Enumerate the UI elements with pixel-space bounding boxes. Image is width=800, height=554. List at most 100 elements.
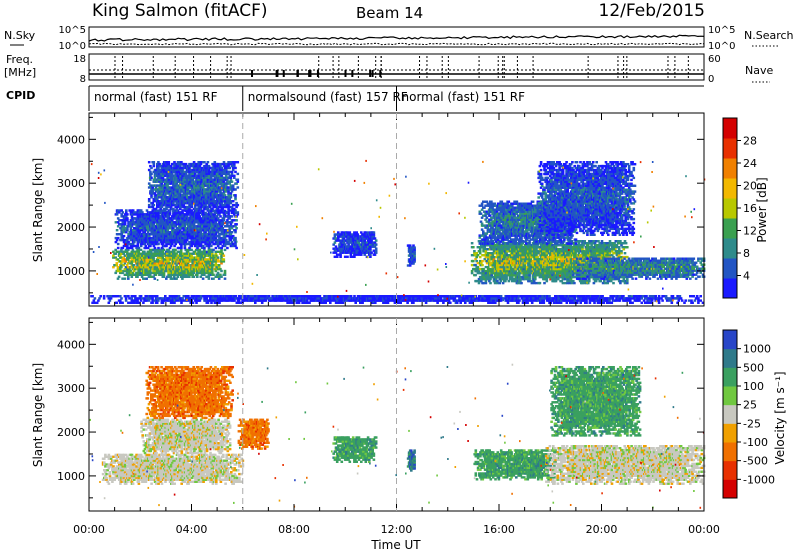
power-cell [150,212,153,214]
freq-burst [317,70,319,77]
freq-burst [276,70,278,77]
noise-left-tick-bottom: 10^0 [59,41,86,52]
power-cell [215,247,218,249]
noise-right-label: N.Search [744,29,794,42]
date-title: 12/Feb/2015 [599,1,705,21]
power-cell [235,223,238,225]
freq-burst [372,70,374,77]
power-cell [231,225,234,227]
power-cell [212,278,215,280]
power-cell [154,247,157,249]
power-cell [121,278,124,280]
power-cell [117,243,120,245]
power-cell [157,247,160,249]
power-cell [212,249,215,251]
power-cell [117,237,120,239]
power-cell [220,270,223,272]
power-cell [203,247,206,249]
freq-label: Freq. [6,53,33,66]
power-cell [118,219,121,221]
power-cell [235,219,238,221]
power-cell [123,235,126,237]
power-cell [122,211,125,213]
power-cell [219,215,222,217]
cpid-segment-label: normal (fast) 151 RF [402,90,526,104]
noise-left-tick-top: 10^5 [59,25,86,36]
power-cell [186,243,189,245]
power-cell [153,204,156,206]
power-cell [117,266,120,268]
power-cell [218,247,221,249]
cpid-segments: normal (fast) 151 RF normalsound (fast) 1… [89,86,704,111]
freq-tick-top: 18 [73,54,86,65]
power-cell [124,255,127,257]
freq-burst [351,70,353,77]
freq-burst [283,70,285,77]
power-cell [130,243,133,245]
power-cell [226,247,229,249]
power-cell [220,276,223,278]
nave-tick-top: 60 [708,54,721,65]
power-cell [118,276,121,278]
freq-burst [369,70,371,77]
noise-search-trace [89,43,704,44]
radar-summary-plot: King Salmon (fitACF) Beam 14 12/Feb/2015… [0,0,800,554]
freq-burst [379,70,381,77]
power-cell [178,247,181,249]
power-cell [133,221,136,223]
freq-panel: Freq. [MHz] 18 8 60 0 Nave [4,53,773,85]
freq-burst [251,70,253,77]
noise-right-tick-top: 10^5 [708,25,735,36]
noise-traces [89,35,704,45]
freq-burst [309,70,311,77]
power-cell [126,217,129,219]
power-cell [116,229,119,231]
freq-unit-label: [MHz] [4,66,36,79]
power-cell [217,251,220,253]
power-cell [157,243,160,245]
noise-panel: N.Sky 10^5 10^0 10^5 10^0 N.Search [4,25,794,52]
power-cell [225,239,228,241]
power-cell [148,204,151,206]
freq-tick-bottom: 8 [80,74,86,85]
nave-label: Nave [745,64,773,77]
power-cell [145,278,148,280]
power-cell [231,231,234,233]
power-cell [202,278,205,280]
nave-tick-bottom: 0 [708,74,714,85]
cpid-segment-label: normalsound (fast) 157 RF [248,90,408,104]
power-cell [217,272,220,274]
power-cell [210,245,213,247]
power-cell [234,237,237,239]
power-cell [232,219,235,221]
freq-burst [344,70,346,77]
power-cell [115,221,118,223]
power-cell [154,278,157,280]
noise-right-tick-bottom: 10^0 [708,41,735,52]
power-cell [223,255,226,257]
power-cell [150,167,153,169]
power-cell [145,245,148,247]
power-cell [116,262,119,264]
freq-traces [89,56,704,78]
power-cell [227,221,230,223]
power-cell [174,249,177,251]
power-cell [117,233,120,235]
power-cell [116,251,119,253]
power-cell [235,247,238,249]
power-cell [150,173,153,175]
power-cell [217,256,220,258]
power-region-1 [115,209,240,249]
power-region-0 [112,249,226,280]
power-cell [148,161,151,163]
power-cell [153,161,156,163]
cpid-segment-label: normal (fast) 151 RF [94,90,218,104]
power-cell [224,278,227,280]
power-cell [126,213,129,215]
power-cell [127,241,130,243]
power-cell [224,249,227,251]
power-cell [212,274,215,276]
power-cell [148,198,151,200]
power-region-2 [148,161,239,214]
power-cell [218,264,221,266]
